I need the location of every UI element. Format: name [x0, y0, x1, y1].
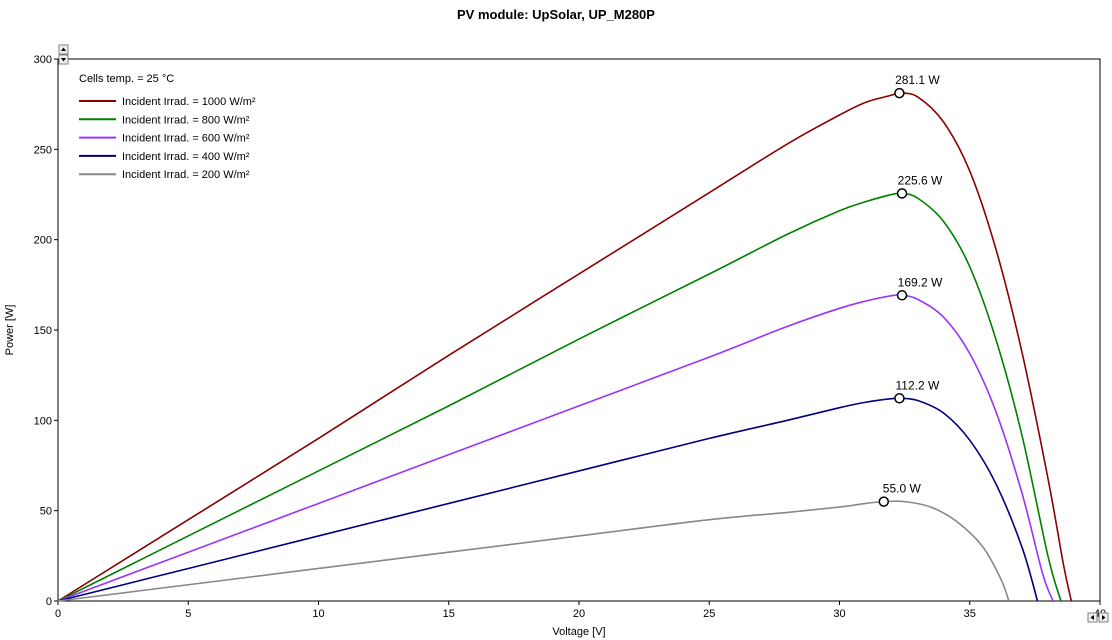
chart-title: PV module: UpSolar, UP_M280P: [457, 7, 655, 22]
x-tick-label: 35: [964, 608, 976, 620]
x-scroll-control[interactable]: [1087, 612, 1109, 623]
y-tick-label: 200: [34, 235, 52, 247]
y-tick-label: 50: [40, 506, 52, 518]
x-tick-label: 20: [573, 608, 585, 620]
legend: Cells temp. = 25 °C Incident Irrad. = 10…: [79, 73, 256, 181]
mpp-point: [896, 188, 908, 199]
series-line: [57, 294, 1054, 602]
series-layer: [57, 92, 1073, 602]
mpp-data-label: 55.0 W: [883, 482, 922, 496]
x-tick-label: 30: [833, 608, 845, 620]
legend-entry-label: Incident Irrad. = 400 W/m²: [122, 151, 250, 163]
mpp-point: [896, 290, 908, 301]
legend-entry-label: Incident Irrad. = 200 W/m²: [122, 169, 250, 181]
plot-area: [57, 58, 1101, 602]
x-tick-label: 0: [55, 608, 61, 620]
mpp-data-label: 169.2 W: [898, 275, 943, 289]
chevron-left-icon: [1090, 615, 1094, 620]
series-line: [57, 500, 1010, 602]
legend-items: Incident Irrad. = 1000 W/m² Incident Irra…: [79, 96, 256, 181]
legend-header: Cells temp. = 25 °C: [79, 73, 174, 85]
mpp-markers: 281.1 W 225.6 W 169.2 W 112.2 W 55.0 W: [878, 73, 943, 507]
legend-entry-label: Incident Irrad. = 1000 W/m²: [122, 96, 256, 108]
mpp-point: [878, 496, 890, 507]
legend-entry-label: Incident Irrad. = 600 W/m²: [122, 133, 250, 145]
x-tick-label: 10: [312, 608, 324, 620]
chevron-right-icon: [1102, 615, 1106, 620]
x-axis-label: Voltage [V]: [552, 626, 605, 638]
y-tick-label: 300: [34, 54, 52, 66]
legend-entry-label: Incident Irrad. = 800 W/m²: [122, 114, 250, 126]
y-axis-label: Power [W]: [4, 305, 16, 356]
mpp-data-label: 281.1 W: [895, 73, 940, 87]
y-scroll-control[interactable]: [58, 44, 69, 65]
series-line: [57, 397, 1039, 602]
y-tick-label: 250: [34, 144, 52, 156]
y-tick-label: 150: [34, 325, 52, 337]
x-axis: 0510152025303540: [55, 601, 1106, 620]
mpp-data-label: 112.2 W: [896, 378, 940, 392]
x-tick-label: 5: [185, 608, 191, 620]
series-line: [57, 192, 1062, 602]
chevron-down-icon: [61, 58, 66, 62]
x-tick-label: 15: [443, 608, 455, 620]
y-tick-label: 0: [46, 596, 52, 608]
mpp-data-label: 225.6 W: [898, 173, 943, 187]
mpp-point: [894, 393, 905, 404]
chevron-up-icon: [61, 47, 66, 51]
series-line: [57, 92, 1073, 602]
x-tick-label: 25: [703, 608, 715, 620]
y-tick-label: 100: [34, 415, 52, 427]
mpp-point: [894, 87, 905, 99]
y-axis: 0 50 100 150 200 250 300: [34, 54, 58, 608]
